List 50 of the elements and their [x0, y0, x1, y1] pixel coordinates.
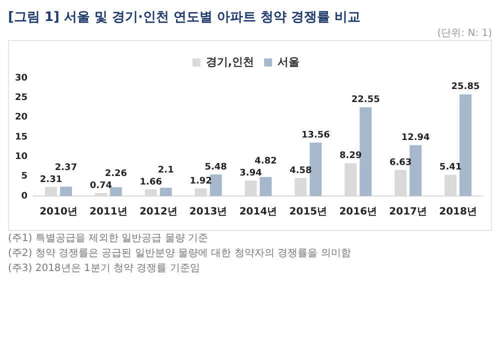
chart-title: [그림 1] 서울 및 경기·인천 연도별 아파트 청약 경쟁률 비교 [8, 9, 362, 26]
data-label: 22.55 [351, 95, 380, 106]
data-label: 2.1 [158, 165, 174, 176]
x-tick-label: 2010년 [40, 206, 78, 218]
data-label: 1.92 [190, 176, 212, 186]
x-tick-label: 2018년 [439, 206, 477, 218]
bar [310, 142, 322, 196]
text: (주2) 청약 경쟁률은 공급된 일반분양 물량에 대한 청약자의 경쟁률을 의미함 [8, 247, 352, 261]
y-tick-label: 15 [14, 132, 28, 142]
bar [460, 94, 472, 196]
data-label: 2.37 [54, 162, 78, 173]
bar [160, 188, 172, 196]
legend-label: 서울 [278, 55, 300, 68]
data-label: 25.85 [451, 82, 480, 92]
data-label: 5.48 [204, 162, 227, 172]
data-label: 2.31 [40, 174, 62, 185]
data-label: 2.26 [104, 168, 128, 179]
bar [110, 187, 122, 196]
data-label: 3.94 [240, 168, 262, 178]
x-tick-label: 2016년 [339, 206, 378, 218]
x-tick-label: 2017년 [389, 206, 428, 218]
x-tick-label: 2011년 [90, 206, 128, 218]
y-tick-label: 25 [14, 93, 28, 104]
bar [210, 174, 222, 196]
data-label: 8.29 [340, 151, 362, 162]
x-tick-label: 2012년 [139, 206, 178, 218]
x-tick-label: 2013년 [189, 206, 228, 218]
data-label: 4.58 [290, 166, 312, 176]
data-label: 6.63 [389, 158, 412, 168]
text: (주1) 특별공급을 제외한 일반공급 물량 기준 [8, 232, 210, 246]
bar [410, 145, 422, 196]
data-label: 0.74 [90, 180, 112, 191]
text: (주3) 2018년은 1분기 청약 경쟁률 기준임 [8, 262, 201, 276]
y-tick-label: 0 [21, 191, 28, 202]
data-label: 5.41 [439, 162, 462, 173]
x-tick-label: 2014년 [239, 206, 278, 218]
bar [360, 107, 372, 196]
bar [260, 177, 272, 196]
y-tick-label: 10 [14, 152, 28, 162]
chart-subtitle: (단위: N: 1) [436, 27, 492, 40]
y-tick-label: 20 [14, 112, 28, 123]
y-tick-label: 5 [21, 172, 28, 182]
data-label: 12.94 [401, 132, 430, 143]
y-tick-label: 30 [14, 73, 28, 84]
data-label: 13.56 [301, 130, 330, 141]
legend-label: 경기,인천 [206, 55, 254, 68]
x-tick-label: 2015년 [289, 206, 328, 218]
bar [60, 186, 72, 196]
data-label: 1.66 [140, 177, 162, 188]
data-label: 4.82 [254, 156, 277, 166]
